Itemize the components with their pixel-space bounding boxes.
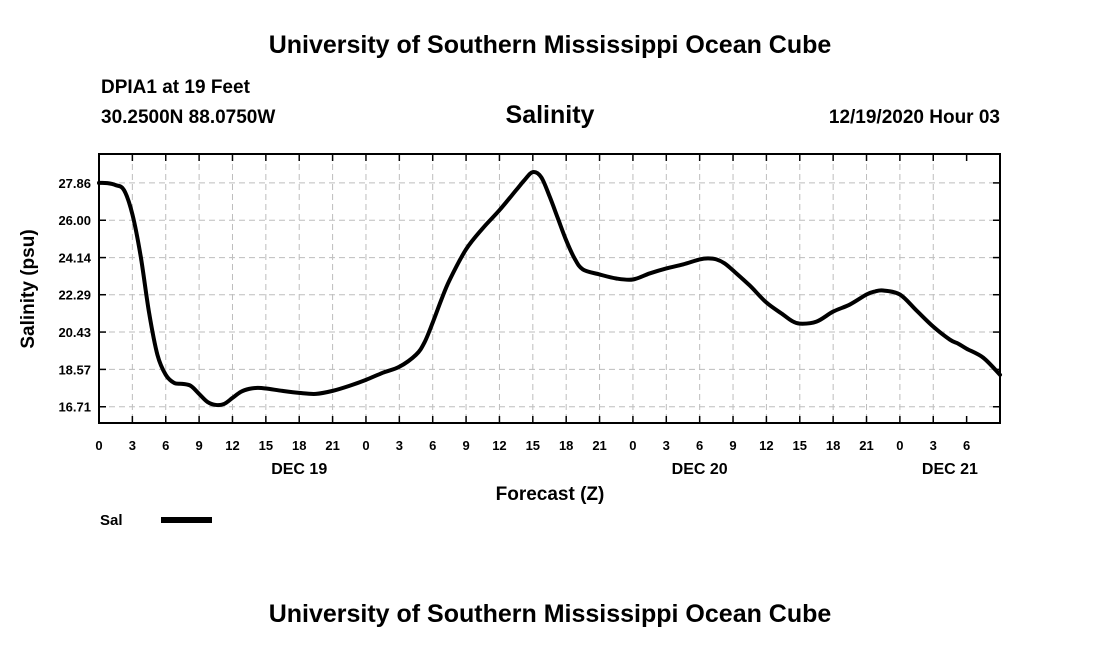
x-tick-label: 9 [729, 438, 736, 453]
grid-layer [99, 154, 1000, 423]
y-tick-label: 22.29 [58, 288, 91, 303]
x-tick-label: 18 [292, 438, 306, 453]
station-label: DPIA1 at 19 Feet [101, 77, 250, 98]
day-label: DEC 21 [922, 461, 978, 478]
y-axis-title: Salinity (psu) [18, 229, 39, 348]
x-axis-title: Forecast (Z) [496, 484, 605, 505]
plot-title: Salinity [505, 101, 595, 129]
x-tick-label: 6 [162, 438, 169, 453]
x-tick-label: 0 [896, 438, 903, 453]
x-tick-label: 0 [95, 438, 102, 453]
y-tick-label: 20.43 [58, 325, 91, 340]
chart-title-bottom: University of Southern Mississippi Ocean… [268, 600, 832, 628]
x-tick-label: 0 [629, 438, 636, 453]
y-tick-label: 27.86 [58, 176, 91, 191]
x-tick-label: 6 [963, 438, 970, 453]
x-tick-label: 3 [129, 438, 136, 453]
x-tick-label: 9 [462, 438, 469, 453]
y-tick-label: 16.71 [58, 400, 91, 415]
datetime-label: 12/19/2020 Hour 03 [828, 107, 1000, 128]
x-tick-label: 12 [225, 438, 239, 453]
x-tick-label: 18 [826, 438, 840, 453]
day-label: DEC 20 [672, 461, 728, 478]
legend-label: Sal [100, 512, 123, 529]
y-tick-label: 18.57 [58, 362, 91, 377]
x-tick-label: 12 [759, 438, 773, 453]
x-tick-label: 12 [492, 438, 506, 453]
x-tick-label: 21 [325, 438, 339, 453]
ticks-layer: 27.86 26.00 24.14 22.29 20.43 18.57 16.71 0 3 6 9 1… [58, 154, 1000, 478]
x-tick-label: 3 [396, 438, 403, 453]
x-tick-label: 0 [362, 438, 369, 453]
x-tick-label: 21 [859, 438, 873, 453]
day-label: DEC 19 [271, 461, 327, 478]
chart-title-top: University of Southern Mississippi Ocean… [268, 31, 832, 59]
x-tick-label: 15 [259, 438, 273, 453]
x-tick-label: 6 [696, 438, 703, 453]
x-tick-label: 18 [559, 438, 573, 453]
y-tick-label: 26.00 [58, 213, 91, 228]
x-tick-label: 3 [930, 438, 937, 453]
x-tick-label: 6 [429, 438, 436, 453]
x-tick-label: 21 [592, 438, 606, 453]
x-tick-label: 3 [663, 438, 670, 453]
y-tick-label: 24.14 [58, 251, 91, 266]
x-tick-label: 9 [195, 438, 202, 453]
coordinates-label: 30.2500N 88.0750W [101, 107, 276, 128]
x-tick-label: 15 [526, 438, 540, 453]
plot-frame [98, 153, 1001, 424]
salinity-series-line [97, 169, 1002, 408]
x-tick-label: 15 [793, 438, 807, 453]
